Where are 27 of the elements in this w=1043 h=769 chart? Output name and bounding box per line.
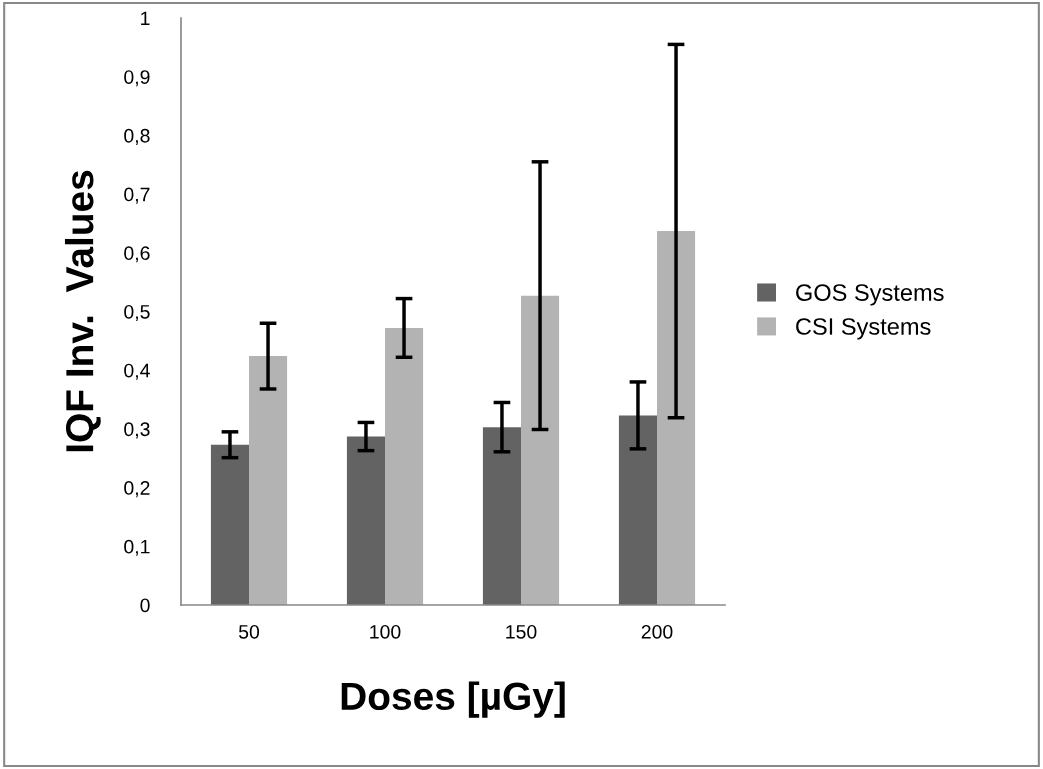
y-tick-label: 0,1 <box>124 539 150 556</box>
y-tick-label: 0,9 <box>124 70 150 87</box>
y-axis-title: IQF Inv. Values <box>64 170 101 452</box>
y-tick-label: 0,4 <box>124 363 150 380</box>
y-tick-label: 0,7 <box>124 187 150 204</box>
bar <box>385 327 424 605</box>
bar <box>210 444 249 605</box>
bar <box>346 436 385 605</box>
y-tick-label: 1 <box>141 11 150 26</box>
bar <box>618 415 657 605</box>
y-tick-label: 0,6 <box>124 246 150 263</box>
x-axis-title: Doses [µGy] <box>341 681 565 718</box>
bar <box>249 356 288 605</box>
legend-label: GOS Systems <box>796 284 944 306</box>
y-tick-label: 0,3 <box>124 422 150 439</box>
y-tick-label: 0,8 <box>124 128 150 145</box>
bar <box>657 231 696 605</box>
y-tick-label: 0,5 <box>124 304 150 322</box>
legend-label: CSI Systems <box>796 318 931 340</box>
x-tick-label: 100 <box>370 624 401 639</box>
y-tick-label: 0 <box>140 598 150 613</box>
bar <box>482 427 521 605</box>
x-tick-label: 150 <box>506 624 537 639</box>
y-tick-label: 0,2 <box>124 481 150 498</box>
x-tick-label: 50 <box>238 624 260 639</box>
bar <box>521 295 560 605</box>
x-tick-label: 200 <box>641 624 673 639</box>
